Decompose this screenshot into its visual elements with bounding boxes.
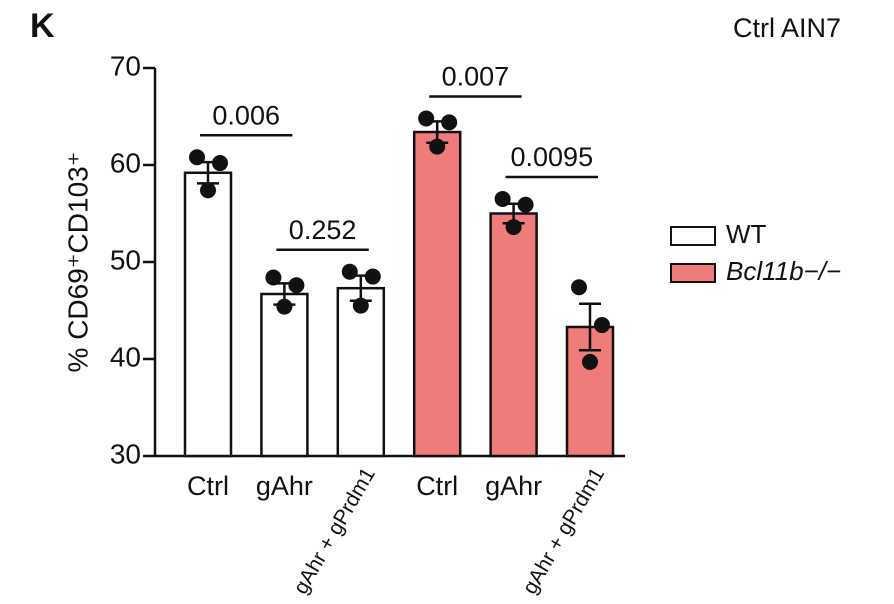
bar (336, 286, 386, 458)
y-tick-label: 60 (110, 147, 141, 178)
data-point (494, 190, 511, 207)
data-point (265, 269, 282, 286)
legend-swatch (670, 226, 716, 246)
y-tick-label: 30 (110, 438, 141, 469)
significance-label: 0.252 (289, 215, 357, 245)
legend-label: WT (726, 219, 767, 249)
y-tick-label: 40 (110, 341, 141, 372)
x-tick-label: gAhr (485, 471, 542, 501)
data-point (594, 317, 610, 334)
data-point (418, 110, 435, 127)
x-tick-label: Ctrl (416, 471, 458, 501)
legend-swatch (670, 263, 716, 283)
significance-label: 0.007 (442, 62, 510, 92)
data-point (189, 149, 205, 166)
data-point (276, 298, 293, 315)
x-tick-label: Ctrl (187, 471, 229, 501)
y-tick-label: 50 (110, 244, 141, 275)
y-axis-label: % CD69⁺CD103⁺ (62, 152, 93, 373)
data-point (288, 277, 305, 294)
bar (260, 292, 309, 458)
data-point (352, 297, 369, 314)
data-point (364, 268, 381, 285)
bar (412, 130, 462, 458)
legend-label: Bcl11b−/− (726, 256, 841, 286)
data-point (200, 182, 216, 199)
data-point (212, 155, 228, 172)
y-tick-label: 70 (110, 50, 141, 81)
bar (183, 171, 233, 458)
data-point (505, 219, 522, 236)
significance-label: 0.0095 (511, 142, 594, 172)
data-point (429, 138, 446, 155)
data-point (517, 196, 534, 213)
data-point (571, 279, 587, 296)
data-point (582, 353, 598, 370)
corner-text: Ctrl AIN7 (733, 13, 841, 43)
data-point (441, 114, 458, 131)
x-tick-label: gAhr (256, 471, 313, 501)
significance-label: 0.006 (212, 100, 280, 130)
bar (489, 212, 538, 458)
panel-label: K (30, 7, 55, 45)
data-point (341, 263, 358, 280)
